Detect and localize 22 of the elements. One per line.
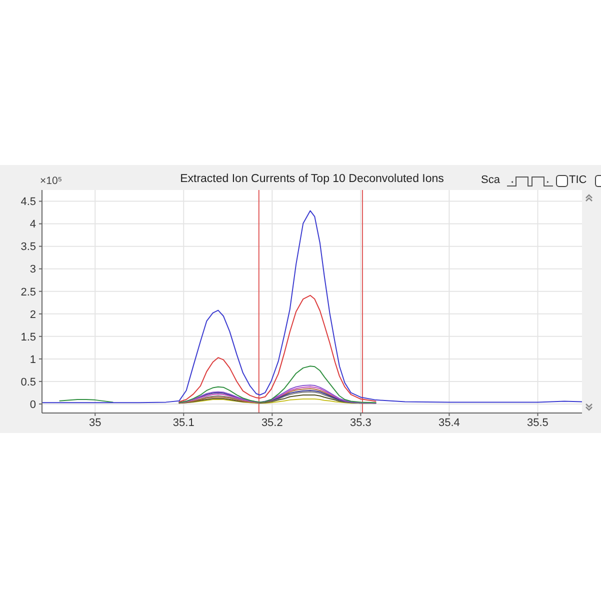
y-tick-label: 4 [30,218,36,231]
y-tick-label: 0 [30,398,36,411]
x-tick-label: 35 [88,416,102,429]
x-tick-label: 35.3 [350,416,372,429]
y-tick-label: 3.5 [20,241,36,254]
y-tick-label: 2 [30,308,36,321]
x-tick-label: 35.5 [527,416,548,429]
x-tick-label: 35.1 [172,416,194,429]
y-tick-label: 2.5 [20,286,36,298]
text: Sca [481,174,500,186]
x-tick-label: 35.2 [261,416,283,429]
y-tick-label: 1.5 [20,331,36,344]
y-tick-label: 1 [30,354,36,366]
y-axis-title: ×10⁵ [40,175,62,187]
y-tick-label: 3 [30,264,36,276]
text: TIC [569,174,587,186]
line-series [178,294,376,402]
chart-title: Extracted Ion Currents of Top 10 Deconvoluted Ions [180,173,444,185]
y-tick-label: 0.5 [20,376,36,388]
x-tick-label: 35.4 [438,416,460,429]
y-tick-label: 4.5 [20,196,36,208]
line-series [42,210,582,404]
